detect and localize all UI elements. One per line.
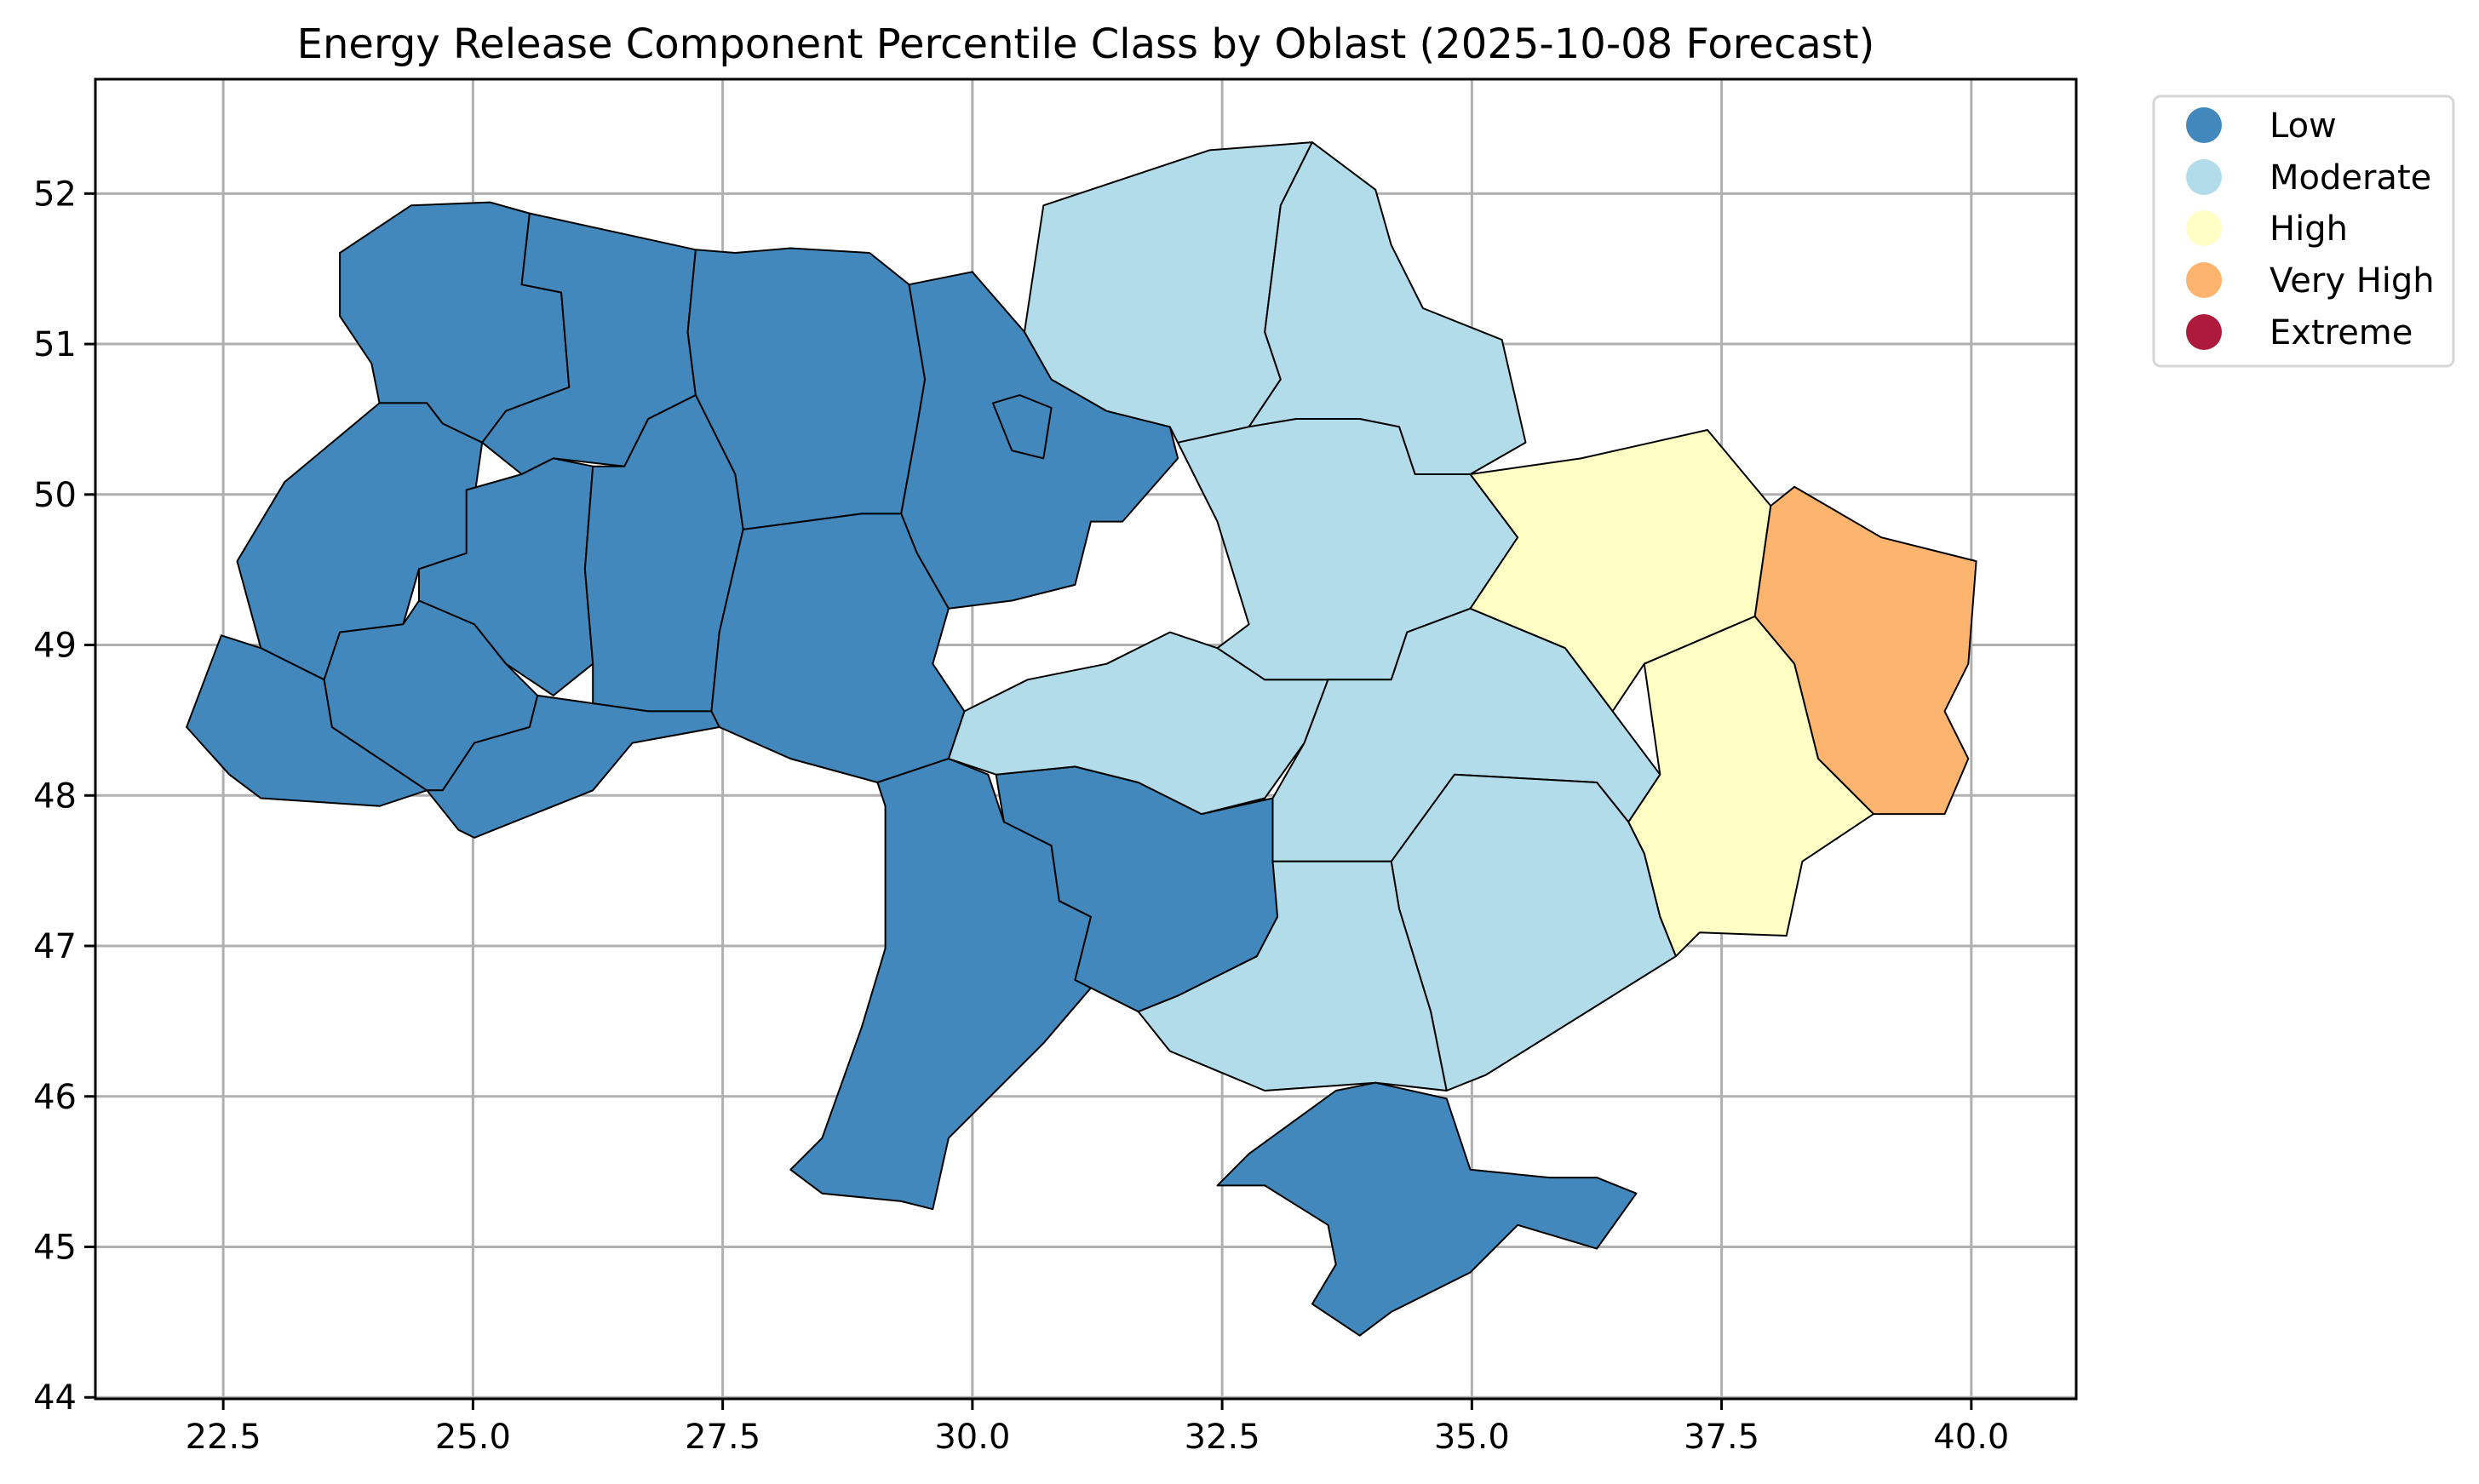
- legend-label: High: [2270, 209, 2348, 249]
- x-tick-label: 40.0: [1933, 1418, 2009, 1457]
- y-tick-label: 48: [33, 776, 77, 816]
- legend-frame: [2152, 95, 2455, 368]
- y-tick-label: 46: [33, 1078, 77, 1117]
- y-tick-label: 47: [33, 927, 77, 966]
- y-tick-label: 44: [33, 1378, 77, 1418]
- x-tick-label: 35.0: [1434, 1418, 1510, 1457]
- legend-label: Low: [2270, 106, 2337, 146]
- axes: 22.5 25.0 27.5 30.0 32.5 35.0 37.5 40.0 44 45 46 47…: [33, 77, 2078, 1457]
- x-tick-label: 25.0: [435, 1418, 511, 1457]
- x-tick-label: 37.5: [1684, 1418, 1759, 1457]
- oblast-region: [426, 694, 720, 839]
- legend-marker-high: [2186, 210, 2222, 246]
- y-tick-label: 52: [33, 175, 77, 214]
- y-tick-label: 50: [33, 476, 77, 515]
- legend-marker-extreme: [2186, 314, 2222, 350]
- x-tick-label: 32.5: [1185, 1418, 1260, 1457]
- legend-marker-very-high: [2186, 262, 2222, 298]
- legend-marker-moderate: [2186, 159, 2222, 195]
- oblast-polygons: [186, 141, 1977, 1337]
- legend-label: Extreme: [2270, 313, 2413, 352]
- oblast-region: [991, 394, 1053, 460]
- oblast-region: [418, 457, 594, 696]
- legend-marker-low: [2186, 107, 2222, 143]
- chart-title: Energy Release Component Percentile Clas…: [297, 20, 1875, 68]
- y-tick-label: 45: [33, 1228, 77, 1267]
- oblast-region: [1216, 1081, 1638, 1337]
- y-tick-label: 51: [33, 325, 77, 364]
- x-tick-label: 30.0: [934, 1418, 1010, 1457]
- x-tick-label: 22.5: [186, 1418, 261, 1457]
- x-tick-label: 27.5: [685, 1418, 760, 1457]
- legend: Low Moderate High Very High Extreme: [2152, 95, 2455, 368]
- y-tick-label: 49: [33, 627, 77, 666]
- axes-frame: [94, 77, 2078, 1401]
- legend-label: Moderate: [2270, 158, 2431, 198]
- legend-label: Very High: [2270, 261, 2435, 301]
- oblast-region: [1137, 860, 1448, 1092]
